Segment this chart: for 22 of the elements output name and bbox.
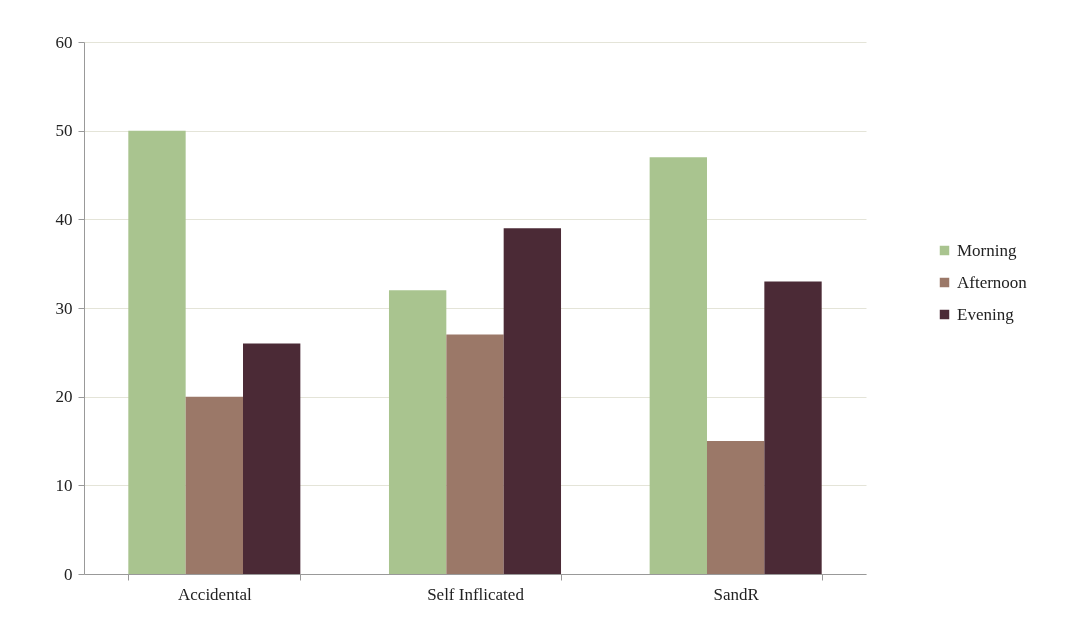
bar [243,343,301,574]
y-tick-label: 0 [64,564,73,584]
x-tick-label: Self Inflicated [427,584,525,604]
bar [185,396,244,574]
y-tick-label: 60 [55,32,73,52]
bar [649,157,707,574]
bar [388,290,447,574]
legend-label: Afternoon [957,272,1028,292]
y-tick-label: 50 [55,121,73,141]
x-tick-label: Accidental [178,584,252,604]
bar [128,130,186,574]
y-tick-label: 10 [55,475,73,495]
y-tick-label: 20 [55,387,73,407]
bar [503,228,562,574]
bar [764,281,822,574]
bar [446,334,504,574]
bar [706,441,765,574]
legend-label: Evening [957,304,1015,324]
y-tick-label: 30 [55,298,73,318]
legend-label: Morning [957,240,1017,260]
x-tick-label: SandR [713,584,760,604]
y-tick-label: 40 [55,209,73,229]
